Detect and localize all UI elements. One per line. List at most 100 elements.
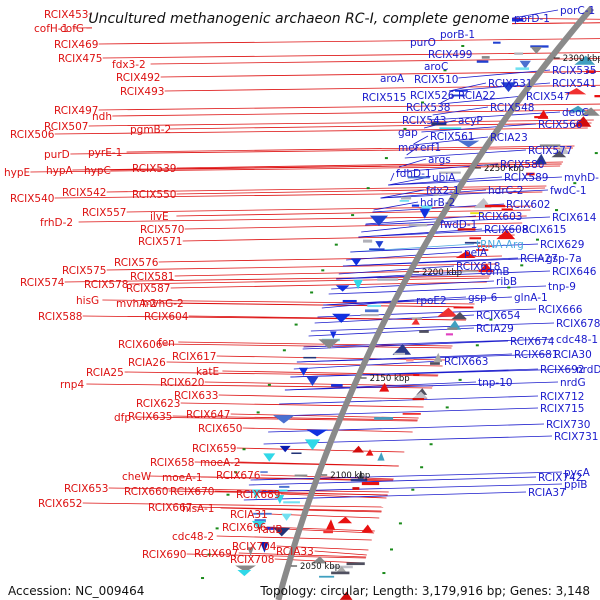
track-marker — [334, 243, 338, 246]
leader-line — [170, 281, 487, 289]
forward-gene — [294, 474, 308, 477]
track-marker — [390, 548, 394, 551]
gene-label: RCIX731 — [554, 431, 598, 443]
track-marker — [398, 522, 402, 525]
forward-gene — [251, 520, 266, 530]
leader-line — [342, 257, 545, 267]
leader-line — [388, 176, 563, 186]
gene-label: RCIX577 — [528, 145, 572, 157]
reverse-gene — [462, 270, 478, 273]
reverse-gene — [412, 391, 428, 399]
leader-line — [98, 103, 600, 111]
gene-label: RCIA27 — [520, 253, 558, 265]
forward-gene — [481, 56, 490, 59]
forward-gene — [439, 127, 462, 129]
leader-line — [250, 471, 563, 481]
reverse-gene — [447, 327, 458, 330]
track-marker — [573, 182, 577, 185]
genome-backbone — [275, 6, 594, 600]
gene-label: RCIX580 — [500, 159, 544, 171]
track-marker — [555, 209, 559, 212]
reverse-gene — [365, 449, 374, 456]
forward-gene — [439, 171, 461, 174]
reverse-gene — [464, 241, 481, 244]
leader-line — [54, 191, 543, 199]
reverse-gene — [392, 343, 412, 355]
track-marker — [234, 471, 238, 474]
leader-line — [70, 147, 574, 155]
reverse-gene — [437, 307, 458, 317]
leader-line — [184, 222, 523, 230]
leader-line — [128, 277, 490, 285]
forward-gene — [350, 258, 362, 266]
gene-label: RCIX635 — [128, 411, 172, 423]
leader-line — [178, 341, 453, 347]
forward-gene — [505, 18, 524, 22]
gene-label: RCIX697 — [194, 548, 238, 560]
gene-label: RCIX676 — [216, 470, 261, 482]
reverse-gene — [319, 575, 335, 578]
gene-label: tRNA-Arg — [476, 239, 524, 251]
gene-label: RCIX469 — [54, 39, 98, 51]
gene-label: RCIX603 — [478, 211, 522, 223]
gene-label: hisG — [76, 295, 99, 307]
gene-label: RCIX453 — [44, 9, 88, 21]
genome-summary-text: Topology: circular; Length: 3,179,916 bp… — [260, 584, 590, 598]
forward-gene — [367, 304, 381, 308]
forward-gene — [329, 331, 337, 339]
reverse-gene — [335, 566, 348, 573]
forward-gene — [254, 519, 266, 523]
gene-label: RCIX540 — [10, 193, 54, 205]
reverse-gene — [402, 412, 421, 415]
track-marker — [366, 187, 370, 190]
gene-label: RCIX574 — [20, 277, 65, 289]
reverse-gene — [430, 362, 440, 365]
leader-line — [365, 215, 477, 225]
forward-gene — [335, 285, 350, 292]
leader-line — [346, 251, 463, 261]
forward-gene — [457, 140, 480, 148]
forward-gene — [273, 527, 291, 537]
gene-label: glnA-1 — [514, 292, 548, 304]
leader-line — [390, 172, 395, 182]
leader-line — [380, 189, 549, 199]
gene-label: RCIX678 — [556, 318, 600, 330]
gene-label: deoC — [562, 107, 589, 119]
gene-label: fwdD-1 — [440, 219, 477, 231]
reverse-gene — [476, 249, 489, 251]
leader-line — [314, 550, 367, 556]
gene-label: aroC — [424, 61, 448, 73]
reverse-gene — [361, 482, 380, 486]
forward-gene — [279, 445, 291, 453]
reverse-gene — [477, 263, 494, 273]
gene-label: RCIX499 — [428, 49, 472, 61]
forward-gene — [266, 526, 275, 530]
gene-label: RCIX561 — [430, 131, 474, 143]
forward-gene — [247, 547, 254, 556]
gene-label: hdrC-2 — [488, 185, 523, 197]
leader-line — [246, 483, 563, 493]
gene-label: RCIX541 — [552, 78, 596, 90]
leader-line — [413, 135, 429, 145]
gene-label: RCIX666 — [538, 304, 583, 316]
track-marker — [310, 291, 314, 294]
gene-label: RCIX623 — [136, 398, 180, 410]
leader-line — [458, 69, 551, 79]
gene-label: frhD-2 — [40, 217, 73, 229]
reverse-gene — [470, 212, 483, 215]
track-marker — [382, 572, 386, 575]
forward-gene — [364, 309, 379, 313]
reverse-gene — [352, 445, 364, 453]
leader-line — [350, 243, 539, 253]
gene-label: RCIX548 — [490, 102, 534, 114]
gene-label: RCIX531 — [488, 78, 532, 90]
reverse-gene — [469, 237, 482, 240]
gene-label: radB — [258, 524, 283, 536]
leader-line — [429, 111, 561, 121]
gene-label: RCIX475 — [58, 53, 102, 65]
reverse-gene — [551, 150, 567, 158]
reverse-gene — [337, 516, 353, 524]
leader-line — [174, 269, 494, 277]
forward-gene — [291, 452, 302, 455]
gene-label: pyrE-1 — [88, 147, 122, 159]
